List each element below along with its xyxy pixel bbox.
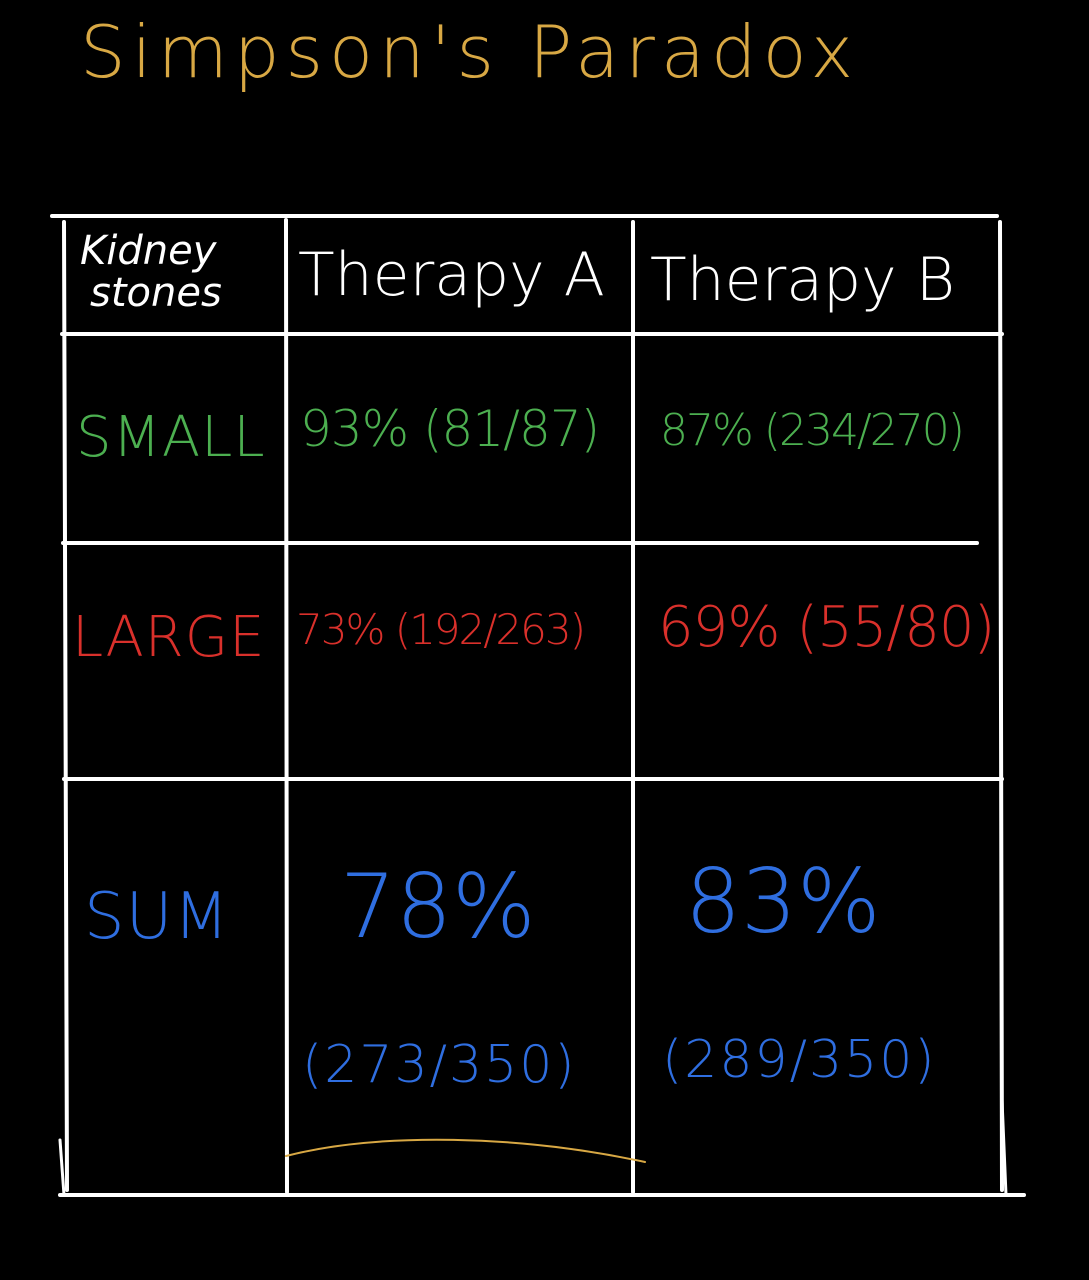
- grid-line-right: [998, 220, 1004, 1192]
- large-therapy-b: 69% (55/80): [658, 595, 995, 660]
- column-header-therapy-a: Therapy A: [298, 240, 605, 310]
- grid-line-left: [62, 220, 69, 1192]
- sum-therapy-a-frac: (273/350): [302, 1035, 577, 1095]
- small-therapy-b: 87% (234/270): [660, 405, 965, 456]
- grid-tick-right: [1000, 1098, 1008, 1197]
- row-label-small: SMALL: [76, 405, 266, 470]
- column-header-therapy-b: Therapy B: [650, 245, 955, 315]
- page-title: Simpson's Paradox: [80, 10, 860, 94]
- row-label-sum: SUM: [84, 880, 230, 954]
- corner-header: Kidney stones: [80, 230, 222, 314]
- grid-tick-left: [58, 1138, 66, 1197]
- corner-header-line2: stones: [90, 270, 222, 316]
- sum-a-underline: [285, 1138, 646, 1163]
- small-therapy-a: 93% (81/87): [300, 400, 600, 458]
- large-therapy-a: 73% (192/263): [296, 605, 586, 654]
- sum-therapy-b-frac: (289/350): [662, 1030, 937, 1090]
- corner-header-line1: Kidney: [80, 228, 217, 274]
- row-label-large: LARGE: [72, 605, 266, 670]
- sum-therapy-a-pct: 78%: [340, 855, 536, 958]
- grid-line-col1: [284, 218, 289, 1194]
- sum-therapy-b-pct: 83%: [685, 850, 881, 953]
